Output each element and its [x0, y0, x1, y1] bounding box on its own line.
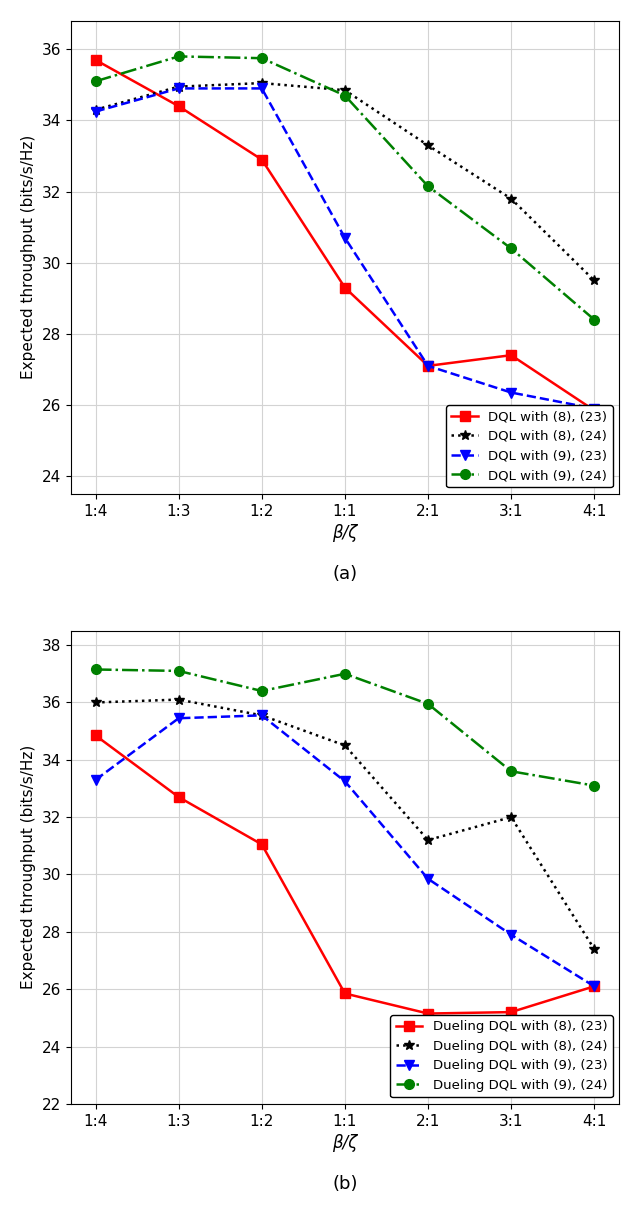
DQL with (8), (23) — [508, 349, 515, 363]
DQL with (9), (23) — [258, 81, 266, 95]
DQL with (8), (24) — [590, 274, 598, 288]
DQL with (9), (23) — [341, 230, 349, 245]
Dueling DQL with (9), (24) — [508, 765, 515, 779]
Line: DQL with (8), (23): DQL with (8), (23) — [91, 55, 599, 415]
Dueling DQL with (8), (24) — [258, 708, 266, 722]
Dueling DQL with (8), (24) — [341, 738, 349, 753]
Dueling DQL with (9), (23) — [590, 979, 598, 994]
Dueling DQL with (8), (23) — [175, 790, 182, 804]
DQL with (9), (23) — [590, 402, 598, 416]
DQL with (9), (23) — [508, 385, 515, 399]
DQL with (9), (23) — [424, 358, 432, 373]
Text: (b): (b) — [332, 1175, 358, 1193]
Legend: DQL with (8), (23), DQL with (8), (24), DQL with (9), (23), DQL with (9), (24): DQL with (8), (23), DQL with (8), (24), … — [446, 405, 612, 487]
Dueling DQL with (8), (23) — [341, 987, 349, 1001]
DQL with (8), (24) — [258, 76, 266, 90]
Dueling DQL with (8), (23) — [258, 837, 266, 851]
Text: (a): (a) — [332, 564, 358, 582]
Dueling DQL with (9), (24) — [175, 663, 182, 678]
Dueling DQL with (8), (24) — [92, 695, 99, 709]
Dueling DQL with (8), (24) — [508, 810, 515, 825]
Line: Dueling DQL with (9), (23): Dueling DQL with (9), (23) — [91, 710, 599, 991]
Dueling DQL with (8), (24) — [424, 833, 432, 848]
Dueling DQL with (9), (24) — [258, 684, 266, 698]
DQL with (8), (23) — [590, 403, 598, 417]
DQL with (9), (24) — [175, 49, 182, 64]
Dueling DQL with (9), (23) — [508, 927, 515, 942]
Line: Dueling DQL with (8), (23): Dueling DQL with (8), (23) — [91, 731, 599, 1018]
Dueling DQL with (9), (24) — [424, 697, 432, 712]
X-axis label: β/ζ: β/ζ — [332, 1134, 358, 1152]
Dueling DQL with (9), (24) — [341, 667, 349, 681]
Dueling DQL with (8), (23) — [92, 728, 99, 743]
DQL with (8), (24) — [341, 83, 349, 98]
Legend: Dueling DQL with (8), (23), Dueling DQL with (8), (24), Dueling DQL with (9), (2: Dueling DQL with (8), (23), Dueling DQL … — [390, 1015, 612, 1097]
Dueling DQL with (9), (23) — [341, 774, 349, 789]
Dueling DQL with (8), (23) — [590, 979, 598, 994]
Line: Dueling DQL with (8), (24): Dueling DQL with (8), (24) — [91, 695, 599, 954]
Dueling DQL with (8), (23) — [424, 1006, 432, 1020]
Dueling DQL with (9), (23) — [424, 872, 432, 886]
DQL with (8), (23) — [258, 152, 266, 166]
DQL with (9), (23) — [92, 104, 99, 118]
Line: DQL with (9), (24): DQL with (9), (24) — [91, 52, 599, 324]
DQL with (8), (24) — [175, 80, 182, 94]
DQL with (8), (23) — [341, 280, 349, 294]
DQL with (9), (24) — [341, 88, 349, 103]
Y-axis label: Expected throughput (bits/s/Hz): Expected throughput (bits/s/Hz) — [21, 135, 36, 380]
DQL with (8), (23) — [175, 99, 182, 113]
Dueling DQL with (8), (24) — [590, 942, 598, 956]
DQL with (9), (24) — [590, 312, 598, 327]
DQL with (9), (24) — [508, 241, 515, 256]
Dueling DQL with (8), (24) — [175, 692, 182, 707]
Dueling DQL with (9), (23) — [92, 773, 99, 788]
Dueling DQL with (9), (23) — [258, 708, 266, 722]
DQL with (8), (24) — [508, 192, 515, 206]
DQL with (8), (24) — [92, 103, 99, 117]
Dueling DQL with (9), (24) — [590, 778, 598, 792]
Line: DQL with (9), (23): DQL with (9), (23) — [91, 83, 599, 414]
DQL with (9), (24) — [258, 51, 266, 65]
DQL with (9), (23) — [175, 81, 182, 95]
DQL with (8), (23) — [424, 358, 432, 373]
Dueling DQL with (8), (23) — [508, 1005, 515, 1019]
DQL with (9), (24) — [92, 74, 99, 88]
X-axis label: β/ζ: β/ζ — [332, 525, 358, 543]
DQL with (8), (24) — [424, 139, 432, 153]
DQL with (8), (23) — [92, 53, 99, 68]
Line: Dueling DQL with (9), (24): Dueling DQL with (9), (24) — [91, 665, 599, 790]
Y-axis label: Expected throughput (bits/s/Hz): Expected throughput (bits/s/Hz) — [21, 745, 36, 989]
Dueling DQL with (9), (23) — [175, 712, 182, 726]
DQL with (9), (24) — [424, 178, 432, 193]
Line: DQL with (8), (24): DQL with (8), (24) — [91, 78, 599, 286]
Dueling DQL with (9), (24) — [92, 662, 99, 677]
